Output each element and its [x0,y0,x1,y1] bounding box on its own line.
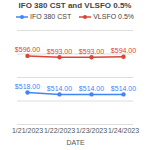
svg-text:$518.00: $518.00 [15,83,40,90]
svg-text:$593.00: $593.00 [47,48,72,55]
svg-text:1/23/2023: 1/23/2023 [76,127,107,134]
html-text:IFO 380 CST: IFO 380 CST [30,13,72,20]
html-text:VLSFO 0.5%: VLSFO 0.5% [93,13,134,20]
svg-text:$593.00: $593.00 [79,48,104,55]
svg-text:$514.00: $514.00 [111,85,136,92]
svg-text:$596.00: $596.00 [15,46,40,53]
svg-text:$514.00: $514.00 [47,85,72,92]
svg-text:1/21/2023: 1/21/2023 [12,127,43,134]
svg-text:$594.00: $594.00 [111,47,136,54]
svg-text:$514.00: $514.00 [79,85,104,92]
html-text:IFO 380 CST and VLSFO 0.5%: IFO 380 CST and VLSFO 0.5% [18,1,132,10]
svg-text:1/24/2023: 1/24/2023 [108,127,139,134]
svg-text:1/22/2023: 1/22/2023 [44,127,75,134]
svg-text:DATE: DATE [66,139,84,146]
